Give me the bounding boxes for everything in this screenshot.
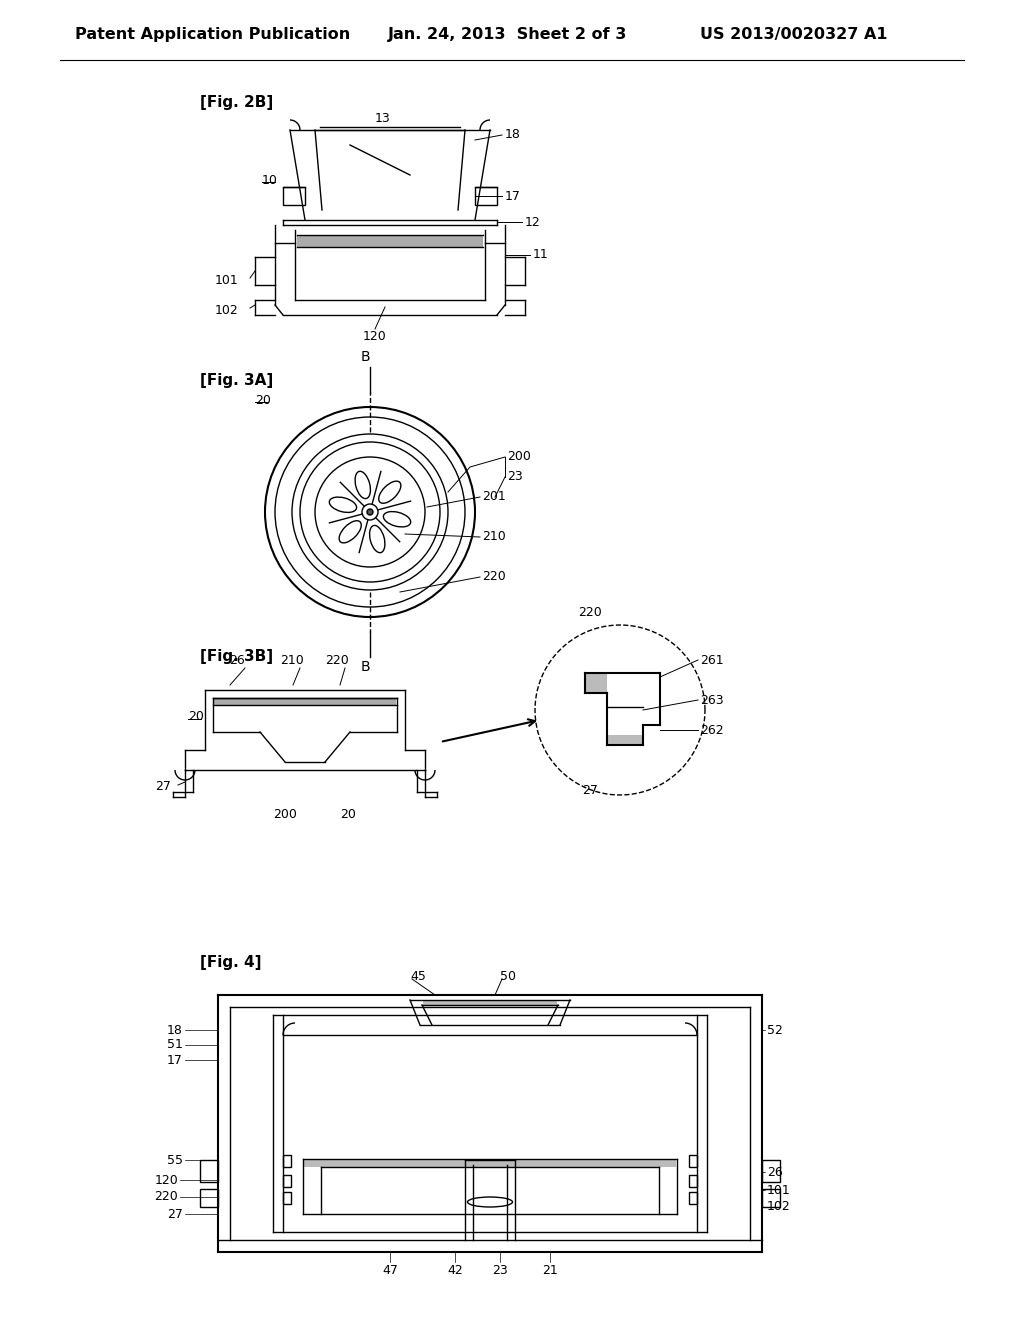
Bar xyxy=(297,235,483,247)
Text: 200: 200 xyxy=(273,808,297,821)
Text: 261: 261 xyxy=(700,653,724,667)
Text: 47: 47 xyxy=(382,1263,398,1276)
Text: 120: 120 xyxy=(364,330,387,343)
Text: Patent Application Publication: Patent Application Publication xyxy=(75,28,350,42)
Bar xyxy=(283,1155,291,1167)
Text: 51: 51 xyxy=(167,1039,183,1052)
Text: 18: 18 xyxy=(167,1023,183,1036)
Text: 263: 263 xyxy=(700,693,724,706)
Text: 262: 262 xyxy=(700,723,724,737)
Text: 101: 101 xyxy=(767,1184,791,1196)
Text: 27: 27 xyxy=(582,784,598,796)
Bar xyxy=(283,1192,291,1204)
Bar xyxy=(475,187,497,205)
Text: [Fig. 2B]: [Fig. 2B] xyxy=(200,95,273,110)
Text: 17: 17 xyxy=(167,1053,183,1067)
Text: 220: 220 xyxy=(155,1191,178,1204)
Text: 20: 20 xyxy=(255,393,271,407)
Text: 27: 27 xyxy=(167,1208,183,1221)
Text: 11: 11 xyxy=(534,248,549,261)
Text: 12: 12 xyxy=(525,215,541,228)
Text: 101: 101 xyxy=(215,273,239,286)
Bar xyxy=(689,1192,697,1204)
Text: 201: 201 xyxy=(482,490,506,503)
Text: 23: 23 xyxy=(507,470,522,483)
Text: 55: 55 xyxy=(167,1154,183,1167)
Bar xyxy=(283,187,305,205)
Bar xyxy=(585,673,607,693)
Bar xyxy=(200,1189,218,1206)
Text: 102: 102 xyxy=(767,1200,791,1213)
Text: 23: 23 xyxy=(493,1263,508,1276)
Text: 20: 20 xyxy=(188,710,204,723)
Text: 45: 45 xyxy=(410,970,426,983)
Text: 220: 220 xyxy=(579,606,602,619)
Text: 42: 42 xyxy=(447,1263,463,1276)
Bar xyxy=(762,1189,780,1206)
Text: 21: 21 xyxy=(542,1263,558,1276)
Text: 210: 210 xyxy=(482,529,506,543)
Bar xyxy=(200,1160,218,1181)
Bar xyxy=(689,1155,697,1167)
Text: 26: 26 xyxy=(229,653,245,667)
Bar xyxy=(423,1001,557,1005)
Text: B: B xyxy=(360,660,370,675)
Text: 220: 220 xyxy=(482,569,506,582)
Text: B: B xyxy=(360,350,370,364)
Text: [Fig. 3A]: [Fig. 3A] xyxy=(200,372,273,388)
Text: 102: 102 xyxy=(215,304,239,317)
Text: 27: 27 xyxy=(155,780,171,793)
Text: 200: 200 xyxy=(507,450,530,462)
Text: Jan. 24, 2013  Sheet 2 of 3: Jan. 24, 2013 Sheet 2 of 3 xyxy=(388,28,628,42)
Text: 210: 210 xyxy=(281,653,304,667)
Text: [Fig. 4]: [Fig. 4] xyxy=(200,954,261,969)
Text: 10: 10 xyxy=(262,173,278,186)
Circle shape xyxy=(367,510,373,515)
Bar xyxy=(304,1159,676,1167)
Text: 120: 120 xyxy=(155,1173,178,1187)
Bar xyxy=(762,1160,780,1181)
Bar xyxy=(283,1175,291,1187)
Text: 50: 50 xyxy=(500,970,516,983)
Text: [Fig. 3B]: [Fig. 3B] xyxy=(200,649,273,664)
Text: 26: 26 xyxy=(767,1166,782,1179)
Text: 20: 20 xyxy=(340,808,356,821)
Text: 18: 18 xyxy=(505,128,521,141)
Text: US 2013/0020327 A1: US 2013/0020327 A1 xyxy=(700,28,888,42)
Bar xyxy=(689,1175,697,1187)
Bar xyxy=(214,698,396,705)
Text: 52: 52 xyxy=(767,1023,783,1036)
Text: 220: 220 xyxy=(326,653,349,667)
Text: 17: 17 xyxy=(505,190,521,202)
Text: 13: 13 xyxy=(375,111,391,124)
Bar xyxy=(607,735,643,744)
